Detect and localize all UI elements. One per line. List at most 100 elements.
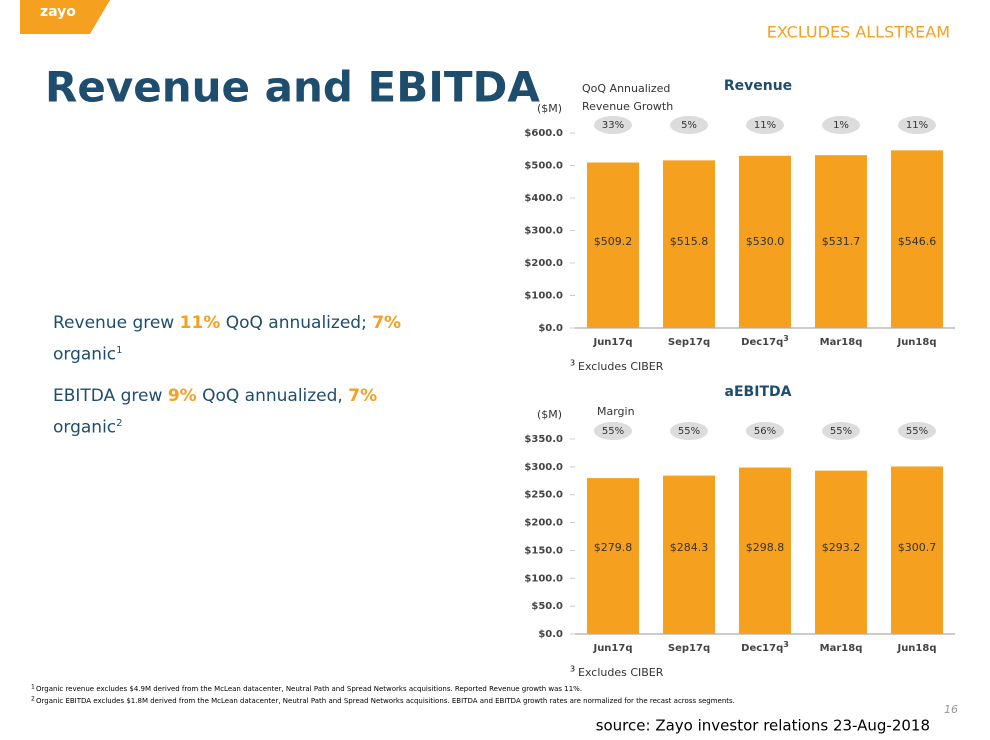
category: Mar18q bbox=[820, 643, 863, 654]
category: Mar18q bbox=[820, 337, 863, 348]
bar bbox=[739, 467, 791, 634]
category-superscript: 3 bbox=[783, 334, 789, 343]
note-marker: 3 bbox=[570, 359, 575, 368]
y-tick-label: $300.0 bbox=[524, 462, 563, 473]
value-label: $293.2 bbox=[822, 541, 861, 554]
value-label: $546.6 bbox=[898, 235, 937, 248]
note: Excludes CIBER bbox=[578, 360, 664, 373]
chart-title: aEBITDA bbox=[725, 384, 792, 400]
annotation-title: QoQ Annualized bbox=[582, 82, 670, 95]
value-label: $530.0 bbox=[746, 235, 785, 248]
x-tick-label: Dec17q3 bbox=[741, 640, 789, 655]
annotation-label: 11% bbox=[906, 120, 928, 131]
category: Dec17q bbox=[741, 643, 783, 654]
value-label: $298.8 bbox=[746, 541, 785, 554]
category-superscript: 3 bbox=[783, 640, 789, 649]
annotation-label: 11% bbox=[754, 120, 776, 131]
annotation-label: 55% bbox=[678, 426, 700, 437]
bullet-text: organic bbox=[53, 313, 407, 365]
unit-label: ($M) bbox=[537, 408, 562, 421]
value-label: $509.2 bbox=[594, 235, 633, 248]
bullet: Revenue grew 11% QoQ annualized; 7% orga… bbox=[53, 310, 413, 369]
bar bbox=[891, 150, 943, 328]
y-tick-label: $250.0 bbox=[524, 490, 563, 501]
category: Jun17q bbox=[592, 337, 632, 348]
annotation-pill bbox=[670, 422, 708, 440]
category: Sep17q bbox=[668, 337, 710, 348]
footnote-marker: 2 bbox=[31, 696, 35, 703]
bullet-text: 7% bbox=[372, 313, 402, 333]
bullet-text: Revenue grew bbox=[53, 313, 180, 333]
unit-label: ($M) bbox=[537, 102, 562, 115]
bullets: Revenue grew 11% QoQ annualized; 7% orga… bbox=[53, 310, 413, 455]
y-tick-label: $500.0 bbox=[524, 161, 563, 172]
category: Jun18q bbox=[896, 643, 936, 654]
bar bbox=[587, 478, 639, 634]
x-tick-label: Dec17q3 bbox=[741, 334, 789, 349]
value-label: $515.8 bbox=[670, 235, 709, 248]
annotation-label: 1% bbox=[833, 120, 849, 131]
bullet-text: EBITDA grew bbox=[53, 385, 168, 406]
annotation-pill bbox=[594, 116, 632, 134]
annotation-pill bbox=[822, 116, 860, 134]
annotation-title: Revenue Growth bbox=[582, 100, 673, 113]
footnote: Organic revenue excludes $4.9M derived f… bbox=[36, 685, 582, 693]
annotation-label: 5% bbox=[681, 120, 697, 131]
y-tick-label: $200.0 bbox=[524, 258, 563, 269]
annotation-pill bbox=[746, 422, 784, 440]
header-note: EXCLUDES ALLSTREAM bbox=[767, 23, 950, 42]
bullet: EBITDA grew 9% QoQ annualized, 7% organi… bbox=[53, 383, 413, 442]
bar bbox=[815, 470, 867, 634]
bullet-text: organic bbox=[53, 385, 383, 438]
bullet-text: QoQ annualized, bbox=[196, 385, 349, 406]
y-tick-label: $50.0 bbox=[531, 601, 563, 612]
y-tick-label: $0.0 bbox=[538, 629, 563, 640]
bar bbox=[739, 155, 791, 328]
annotation-label: 55% bbox=[602, 426, 624, 437]
x-tick-label: Jun17q bbox=[592, 337, 632, 348]
bullet-text: 11% bbox=[179, 313, 221, 333]
annotation-pill bbox=[746, 116, 784, 134]
bar bbox=[663, 475, 715, 634]
source: source: Zayo investor relations 23-Aug-2… bbox=[596, 717, 930, 735]
value-label: $279.8 bbox=[594, 541, 633, 554]
bullet-text: 1 bbox=[116, 345, 123, 356]
y-tick-label: $200.0 bbox=[524, 518, 563, 529]
y-tick-label: $150.0 bbox=[524, 545, 563, 556]
value-label: $284.3 bbox=[670, 541, 709, 554]
x-tick-label: Jun18q bbox=[896, 643, 936, 654]
y-tick-label: $600.0 bbox=[524, 128, 563, 139]
annotation-pill bbox=[822, 422, 860, 440]
category: Jun17q bbox=[592, 643, 632, 654]
y-tick-label: $100.0 bbox=[524, 573, 563, 584]
annotation-label: 56% bbox=[754, 426, 776, 437]
logo-shape bbox=[20, 0, 110, 34]
x-tick-label: Mar18q bbox=[820, 643, 863, 654]
annotation-label: 33% bbox=[602, 120, 624, 131]
y-tick-label: $300.0 bbox=[524, 226, 563, 237]
note: Excludes CIBER bbox=[578, 666, 664, 679]
value-label: $300.7 bbox=[898, 541, 937, 554]
y-tick-label: $400.0 bbox=[524, 193, 563, 204]
logo: zayo bbox=[40, 4, 76, 20]
x-tick-label: Sep17q bbox=[668, 337, 710, 348]
annotation-label: 55% bbox=[830, 426, 852, 437]
annotation-title: Margin bbox=[597, 405, 635, 418]
page-number: 16 bbox=[944, 703, 958, 716]
bullet-text: 2 bbox=[116, 417, 123, 429]
category: Dec17q bbox=[741, 337, 783, 348]
annotation-label: 55% bbox=[906, 426, 928, 437]
bar bbox=[587, 162, 639, 328]
note-marker: 3 bbox=[570, 665, 575, 674]
annotation-pill bbox=[594, 422, 632, 440]
annotation-pill bbox=[670, 116, 708, 134]
chart-title: Revenue bbox=[724, 78, 792, 94]
footnote-marker: 1 bbox=[31, 684, 35, 691]
slide-title: Revenue and EBITDA bbox=[45, 63, 540, 112]
annotation-pill bbox=[898, 422, 936, 440]
bar bbox=[891, 466, 943, 634]
x-tick-label: Jun17q bbox=[592, 643, 632, 654]
x-tick-label: Jun18q bbox=[896, 337, 936, 348]
